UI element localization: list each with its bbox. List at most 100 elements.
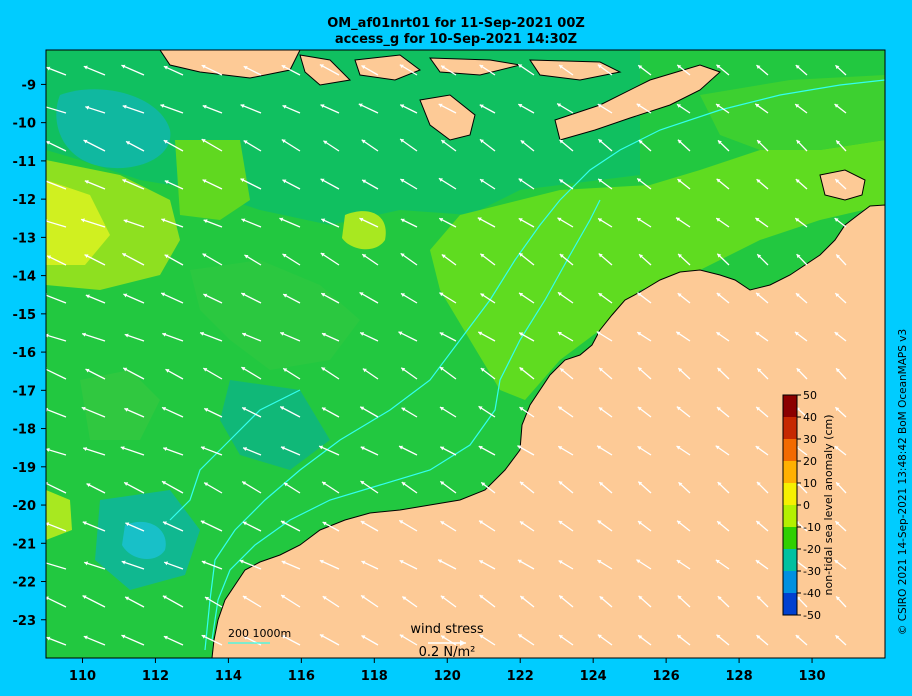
longitude-axis: 110 112 114 116 118 120 122 124 126 128 130 [69, 658, 826, 684]
wind-arrowhead [835, 65, 840, 70]
wind-arrowhead [202, 104, 207, 109]
anomaly-blob-centre-north [175, 140, 250, 220]
wind-arrowhead [163, 447, 168, 451]
wind-arrowhead [281, 560, 286, 565]
wind-arrow [359, 291, 379, 304]
colorbar-tick-label: -20 [803, 543, 821, 556]
wind-arrow [163, 139, 184, 152]
wind-arrow [81, 333, 106, 342]
wind-arrowhead [715, 559, 720, 564]
wind-arrowhead [361, 139, 366, 144]
wind-arrowhead [558, 560, 563, 565]
wind-arrowhead [598, 139, 603, 144]
wind-arrowhead [676, 560, 681, 564]
wind-arrowhead [123, 219, 128, 224]
wind-arrowhead [399, 634, 404, 639]
wind-arrow [201, 64, 223, 76]
wind-arrowhead [757, 368, 762, 373]
wind-arrowhead [836, 596, 841, 601]
wind-arrowhead [204, 597, 209, 601]
wind-arrowhead [121, 634, 126, 639]
lon-tick-label: 120 [434, 669, 461, 684]
wind-arrowhead [796, 140, 801, 145]
wind-arrowhead [716, 103, 721, 108]
wind-arrowhead [757, 254, 762, 259]
colorbar-segment [783, 549, 797, 572]
wind-arrow [46, 255, 67, 266]
wind-arrow [84, 561, 106, 570]
wind-arrowhead [717, 596, 722, 601]
wind-arrow [122, 105, 145, 114]
wind-arrow [83, 139, 106, 152]
wind-arrowhead [479, 139, 484, 144]
map-title-line2: access_g for 10-Sep-2021 14:30Z [334, 32, 578, 47]
anomaly-blob-west-high [46, 180, 110, 265]
wind-arrow [85, 106, 106, 114]
wind-arrowhead [362, 179, 367, 184]
wind-arrowhead [677, 293, 682, 298]
wind-arrowhead [559, 139, 564, 144]
wind-arrowhead [239, 559, 244, 564]
wind-arrowhead [281, 65, 286, 69]
wind-arrowhead [678, 482, 683, 487]
wind-arrow [241, 481, 262, 494]
colorbar-tick-label: 20 [803, 455, 817, 468]
wind-arrow [281, 138, 301, 152]
lat-tick-label: -21 [13, 537, 37, 552]
wind-arrowhead [558, 520, 563, 525]
wind-arrowhead [402, 596, 407, 601]
wind-arrow [123, 293, 145, 304]
wind-arrow [82, 447, 106, 456]
wind-arrowhead [46, 596, 49, 601]
wind-arrowhead [201, 64, 206, 69]
wind-arrow [202, 105, 223, 114]
wind-arrowhead [203, 368, 208, 372]
wind-arrow [124, 407, 145, 418]
wind-arrowhead [638, 595, 643, 600]
lat-tick-label: -20 [13, 499, 37, 514]
bali-island [299, 54, 352, 86]
wind-arrowhead [835, 179, 840, 183]
wind-arrowhead [83, 65, 88, 70]
wind-arrow [319, 63, 340, 76]
wind-arrowhead [82, 595, 87, 600]
colorbar: 50 40 30 20 10 0 -10 -20 -30 -40 -50 [782, 389, 821, 622]
wind-arrowhead [359, 217, 364, 222]
wind-arrow [123, 219, 145, 228]
wind-arrowhead [479, 179, 484, 183]
wind-arrowhead [520, 596, 525, 600]
wind-arrowhead [320, 253, 325, 257]
wind-arrowhead [162, 595, 167, 600]
wind-arrowhead [204, 408, 209, 412]
wind-arrowhead [125, 596, 130, 601]
wind-arrow [46, 408, 67, 418]
wind-arrow [46, 636, 67, 646]
wind-arrowhead [202, 253, 207, 258]
wind-arrowhead [201, 139, 206, 143]
anomaly-blob-southwest-mid [80, 370, 160, 440]
wind-arrow [321, 366, 340, 380]
wind-arrowhead [676, 217, 681, 222]
wind-arrowhead [756, 635, 761, 639]
wind-arrowhead [558, 481, 563, 485]
wind-arrowhead [716, 634, 721, 639]
wind-arrowhead [122, 179, 127, 183]
wind-arrow [162, 332, 184, 342]
wind-arrowhead [638, 367, 643, 372]
wind-arrow [84, 254, 106, 266]
wind-arrowhead [319, 64, 324, 68]
wind-arrowhead [558, 406, 563, 411]
wind-arrowhead [598, 218, 603, 222]
wind-arrowhead [479, 520, 484, 525]
wind-arrow [280, 594, 301, 608]
isobath-1000m-west [169, 389, 301, 521]
wind-arrowhead [320, 178, 325, 183]
wind-arrowhead [479, 595, 484, 599]
wind-arrow [240, 104, 262, 114]
anomaly-blob-centre [342, 211, 386, 250]
wind-arrowhead [164, 180, 169, 185]
wind-arrowhead [160, 104, 165, 108]
wind-arrowhead [163, 635, 168, 640]
lat-tick-label: -15 [13, 308, 37, 323]
wind-arrowhead [125, 522, 130, 527]
